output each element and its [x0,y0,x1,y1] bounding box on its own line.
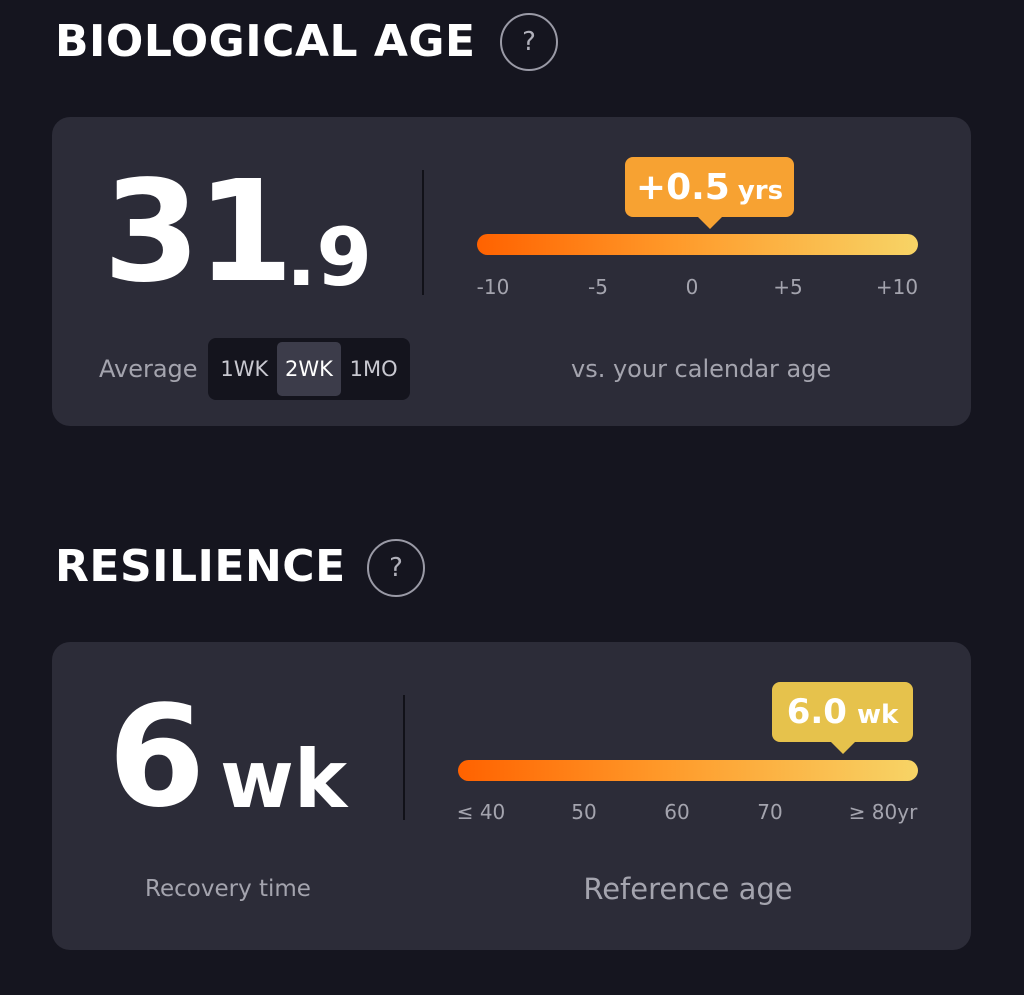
period-option[interactable]: 1MO [349,357,398,381]
divider [403,695,405,820]
period-option[interactable]: 2WK [276,342,342,396]
scale-tick: 50 [571,800,597,824]
age-card [52,117,971,426]
divider [422,170,424,295]
period-option[interactable]: 1WK [220,357,269,381]
value-label: Recovery time [145,876,311,902]
resilience-value: 6 [108,676,206,839]
period-selector: 1WK 2WK 1MO [208,338,410,400]
scale-tick: -10 [476,275,510,299]
scale-tick: -5 [588,275,608,299]
help-button[interactable]: ? [367,539,425,597]
scale-tick: +5 [773,275,803,299]
scale-tick: ≤ 40 [456,800,506,824]
badge: +0.5 yrs [625,157,794,229]
scale-label: Reference age [583,872,793,906]
scale-tick: ≥ 80yr [848,800,918,824]
resilience-unit: wk [220,733,348,826]
age-decimal: .9 [286,211,373,304]
section-title: BIOLOGICAL AGE [55,16,476,67]
gradient-bar [477,234,918,255]
badge-value: +0.5 [635,167,730,208]
section-title: RESILIENCE [55,541,346,592]
average-label: Average [99,355,198,383]
scale-tick: +10 [875,275,919,299]
badge: 6.0 wk [772,682,913,754]
scale-tick: 60 [664,800,690,824]
gradient-bar [458,760,918,781]
age-value: 31 [103,151,294,314]
help-button[interactable]: ? [500,13,558,71]
badge-unit: yrs [737,176,784,206]
scale-tick: 0 [685,275,699,299]
badge-unit: wk [856,700,899,730]
scale-tick: 70 [757,800,783,824]
badge-value: 6.0 [786,692,847,732]
comparison-label: vs. your calendar age [571,355,832,383]
